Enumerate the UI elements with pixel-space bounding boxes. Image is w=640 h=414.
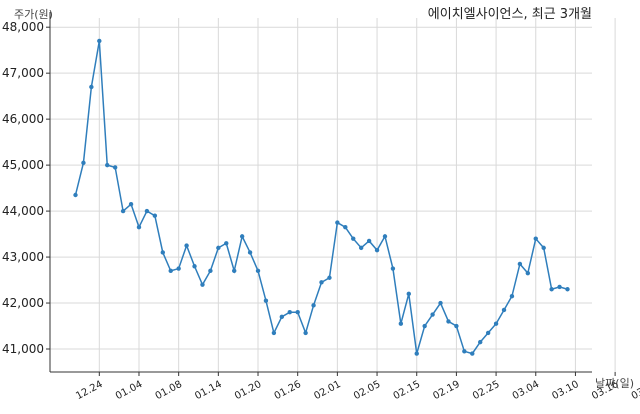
y-tick-label: 47,000 bbox=[2, 66, 44, 80]
data-point bbox=[200, 282, 205, 287]
x-tick-label: 02.01 bbox=[312, 379, 342, 402]
data-point bbox=[279, 314, 285, 320]
y-axis-label: 주가(원) bbox=[14, 8, 53, 21]
data-point bbox=[549, 287, 554, 292]
data-point bbox=[390, 266, 396, 271]
data-point bbox=[208, 268, 213, 274]
data-point bbox=[247, 250, 253, 255]
y-tick-label: 43,000 bbox=[2, 250, 44, 264]
chart-title: 에이치엘사이언스, 최근 3개월 bbox=[428, 7, 592, 22]
data-point bbox=[398, 321, 404, 326]
data-point bbox=[335, 220, 340, 225]
x-tick-label: 01.08 bbox=[154, 379, 184, 402]
y-tick-label: 41,000 bbox=[2, 342, 44, 356]
data-point bbox=[192, 264, 197, 269]
data-point bbox=[224, 241, 229, 246]
data-point bbox=[303, 330, 308, 336]
data-point bbox=[311, 303, 316, 308]
data-point bbox=[351, 236, 356, 241]
series-points bbox=[73, 38, 570, 356]
data-point bbox=[263, 298, 269, 303]
data-point bbox=[152, 213, 158, 218]
data-point bbox=[120, 208, 126, 214]
y-tick-label: 46,000 bbox=[2, 112, 44, 126]
x-tick-label: 02.05 bbox=[352, 379, 382, 402]
data-point bbox=[493, 321, 499, 326]
grid-lines bbox=[50, 18, 616, 372]
data-point bbox=[232, 268, 237, 274]
data-point bbox=[533, 236, 538, 241]
y-tick-label: 48,000 bbox=[2, 20, 44, 34]
data-point bbox=[462, 349, 467, 354]
data-point bbox=[454, 323, 459, 329]
data-point bbox=[485, 330, 491, 336]
data-point bbox=[557, 284, 562, 290]
data-point bbox=[112, 165, 118, 170]
data-point bbox=[105, 162, 110, 168]
x-tick-label: 01.04 bbox=[114, 379, 144, 402]
data-point bbox=[517, 261, 523, 267]
data-point bbox=[239, 234, 245, 239]
x-axis-ticks: 12.24 01.04 01.08 01.14 01.20 01.26 02.01 02.05… bbox=[74, 372, 640, 402]
data-point bbox=[89, 84, 94, 90]
x-tick-label: 02.15 bbox=[392, 379, 422, 402]
data-point bbox=[168, 268, 173, 274]
data-point bbox=[136, 224, 142, 230]
data-point bbox=[438, 300, 443, 306]
data-point bbox=[478, 339, 483, 345]
data-point bbox=[295, 310, 300, 315]
x-tick-label: 03.04 bbox=[511, 379, 541, 402]
data-point bbox=[128, 201, 134, 207]
y-tick-label: 42,000 bbox=[2, 296, 44, 310]
data-point bbox=[176, 266, 181, 271]
data-point bbox=[430, 312, 435, 317]
x-tick-label: 01.26 bbox=[273, 379, 303, 402]
y-axis-ticks: 41,000 42,000 43,000 44,000 45,000 46,000 47,0… bbox=[2, 20, 50, 356]
data-point bbox=[406, 291, 411, 297]
data-point bbox=[366, 238, 372, 244]
data-point bbox=[97, 38, 102, 44]
data-point bbox=[541, 245, 546, 251]
data-point bbox=[160, 250, 165, 255]
data-point bbox=[470, 351, 475, 356]
y-tick-label: 44,000 bbox=[2, 204, 44, 218]
series-line bbox=[74, 40, 568, 355]
data-point bbox=[382, 234, 388, 239]
data-point bbox=[216, 245, 221, 251]
data-point bbox=[184, 243, 189, 248]
data-point bbox=[343, 224, 348, 230]
data-point bbox=[509, 293, 515, 299]
x-axis-label: 날짜(일) bbox=[595, 376, 634, 390]
data-point bbox=[374, 247, 380, 253]
data-point bbox=[255, 268, 261, 274]
data-point bbox=[446, 319, 451, 324]
x-tick-label: 03.10 bbox=[550, 379, 580, 402]
data-point bbox=[287, 310, 292, 315]
data-point bbox=[501, 307, 507, 313]
data-point bbox=[81, 160, 86, 166]
data-point bbox=[144, 208, 150, 214]
x-tick-label: 01.14 bbox=[193, 379, 223, 402]
data-point bbox=[319, 280, 324, 285]
x-tick-label: 02.19 bbox=[431, 379, 461, 402]
data-point bbox=[414, 351, 419, 356]
axes bbox=[49, 12, 592, 373]
x-tick-label: 01.20 bbox=[233, 379, 263, 402]
data-point bbox=[422, 323, 427, 329]
data-point bbox=[358, 245, 364, 251]
data-point bbox=[327, 275, 332, 280]
data-point bbox=[271, 330, 277, 336]
data-point bbox=[525, 270, 531, 276]
data-point bbox=[565, 287, 570, 292]
data-point bbox=[73, 192, 78, 198]
x-tick-label: 03.22 bbox=[630, 379, 640, 402]
x-tick-label: 02.25 bbox=[471, 379, 501, 402]
x-tick-label: 12.24 bbox=[74, 379, 104, 402]
y-tick-label: 45,000 bbox=[2, 158, 44, 172]
